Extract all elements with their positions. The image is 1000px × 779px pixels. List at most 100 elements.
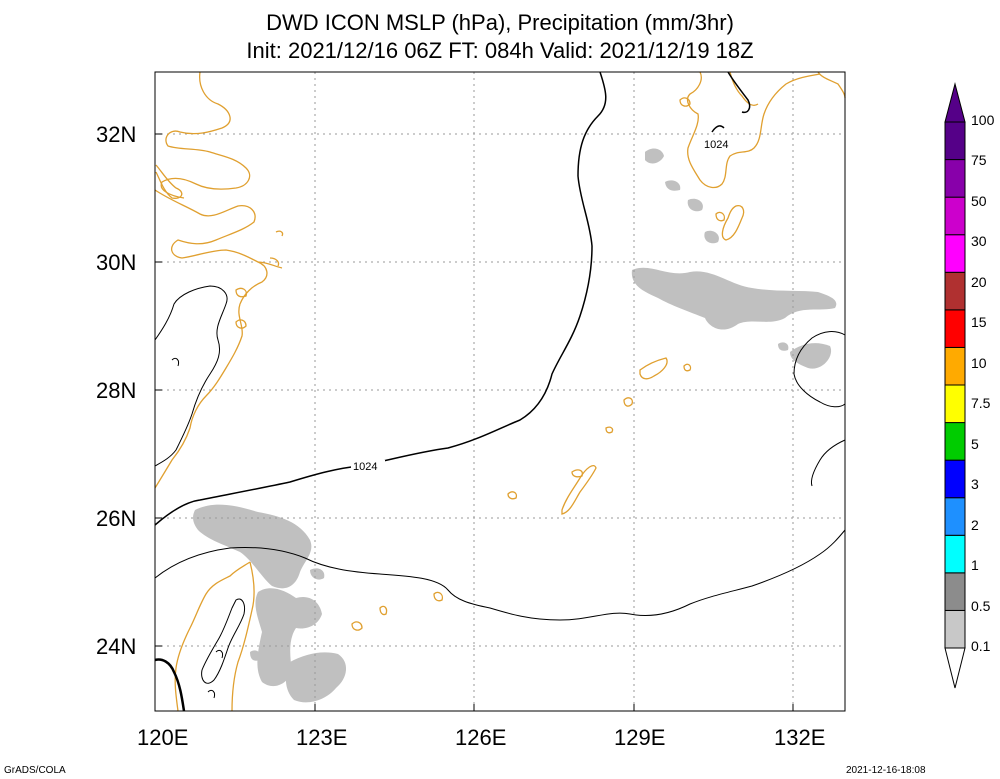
isobar-taiwan-small	[215, 649, 223, 659]
colorbar-label-10: 10	[971, 355, 987, 371]
colorbar-label-50: 50	[971, 193, 987, 209]
colorbar-segment-10	[944, 346, 966, 386]
isobar-west-loop-2	[171, 357, 179, 367]
footer-software-credit: GrADS/COLA	[4, 765, 66, 776]
isobar-taiwan-loop	[201, 598, 245, 684]
isobar-1024-north-tip	[711, 125, 725, 133]
coast-ryukyu-10	[683, 363, 692, 372]
colorbar-bottom-arrow	[944, 647, 966, 689]
precip-area-taiwan-central	[255, 588, 322, 687]
precip-area-northeast-1	[645, 148, 664, 164]
precip-area-taiwan-north	[193, 504, 312, 589]
footer-timestamp: 2021-12-16-18:08	[846, 765, 926, 776]
precip-shading	[193, 148, 837, 703]
coast-china-isle-2	[235, 319, 247, 329]
colorbar-segment-7-5	[944, 384, 966, 424]
colorbar-label-20: 20	[971, 274, 987, 290]
colorbar-label-0-5: 0.5	[971, 598, 991, 614]
colorbar-segments	[944, 121, 966, 649]
colorbar-label-2: 2	[971, 517, 979, 533]
colorbar-segment-100	[944, 121, 966, 161]
precip-area-east-sea-band	[631, 267, 837, 330]
colorbar-top-arrow	[944, 82, 966, 123]
x-axis-labels: 120E 123E 126E 129E 132E	[137, 725, 825, 750]
colorbar-label-1: 1	[971, 557, 979, 573]
coast-kyushu-isle-2	[715, 211, 726, 222]
colorbar-label-75: 75	[971, 152, 987, 168]
colorbar-label-7-5: 7.5	[971, 395, 991, 411]
precip-area-northeast-3	[687, 198, 703, 212]
gridlines	[155, 72, 845, 711]
isobar-1024-northeast	[727, 71, 751, 114]
tick-marks	[154, 133, 794, 711]
precip-area-northeast-2	[665, 180, 681, 191]
coast-china-isle-1	[235, 287, 248, 298]
coast-ryukyu-1	[639, 357, 668, 380]
precip-area-west-small	[250, 650, 261, 661]
y-tick-label-32n: 32N	[96, 122, 136, 147]
y-axis-labels: 24N 26N 28N 30N 32N	[96, 122, 136, 659]
colorbar-label-3: 3	[971, 476, 979, 492]
colorbar-segment-5	[944, 422, 966, 461]
isobar-east-loop-2	[811, 439, 846, 487]
coast-ryukyu-8	[351, 621, 363, 631]
y-tick-label-28n: 28N	[96, 378, 136, 403]
isobar-west-loop	[154, 285, 228, 467]
precip-area-taiwan-south	[285, 652, 347, 703]
colorbar-segment-1	[944, 534, 966, 574]
colorbar-labels: 0.1 0.5 1 2 3 5 7.5 10 15 20 30 50 75 10…	[971, 112, 995, 654]
x-tick-label-120e: 120E	[137, 725, 188, 750]
colorbar-segment-0-1	[944, 609, 966, 649]
coast-taiwan	[174, 561, 255, 712]
y-tick-label-26n: 26N	[96, 506, 136, 531]
coast-ryukyu-3	[605, 426, 614, 434]
isobar-1024-main	[154, 71, 607, 526]
isobars	[154, 71, 846, 712]
coast-ryukyu-9	[379, 605, 388, 616]
coast-china-north	[160, 71, 251, 199]
colorbar-segment-75	[944, 159, 966, 198]
colorbar-segment-30	[944, 234, 966, 273]
colorbar-segment-15	[944, 309, 966, 348]
isobar-southwest-thick	[154, 658, 186, 712]
x-tick-label-123e: 123E	[296, 725, 347, 750]
colorbar-segment-0-5	[944, 572, 966, 611]
colorbar-label-30: 30	[971, 233, 987, 249]
colorbar-segment-50	[944, 196, 966, 236]
coast-china-mid	[154, 189, 268, 305]
precip-area-east-edge	[790, 343, 832, 369]
precip-area-central-strip	[310, 568, 325, 580]
contour-label-bg-a	[351, 460, 385, 472]
colorbar-label-100: 100	[971, 112, 995, 128]
coast-kyushu-isle	[721, 204, 745, 241]
y-tick-label-30n: 30N	[96, 250, 136, 275]
colorbar: 0.1 0.5 1 2 3 5 7.5 10 15 20 30 50 75 10…	[944, 82, 995, 689]
coast-ryukyu-6	[507, 491, 518, 500]
colorbar-label-0-1: 0.1	[971, 638, 991, 654]
contour-label-1024-a: 1024	[353, 461, 377, 473]
coast-china-bay	[155, 164, 183, 199]
map-title-line-2: Init: 2021/12/16 06Z FT: 084h Valid: 202…	[246, 38, 753, 63]
coast-ryukyu-2	[623, 397, 634, 407]
coast-china-south-1	[154, 303, 243, 489]
colorbar-segment-3	[944, 459, 966, 499]
isobar-east-loop	[793, 331, 846, 408]
colorbar-label-15: 15	[971, 314, 987, 330]
coast-shikoku	[817, 71, 846, 99]
colorbar-label-5: 5	[971, 436, 979, 452]
isobar-taiwan-small-2	[207, 689, 215, 699]
map-title-line-1: DWD ICON MSLP (hPa), Precipitation (mm/3…	[266, 10, 734, 35]
precip-area-east-small	[778, 342, 789, 351]
map-panel: 1024 1024	[154, 71, 846, 712]
map-frame	[154, 71, 846, 712]
x-tick-label-132e: 132E	[774, 725, 825, 750]
x-tick-label-126e: 126E	[455, 725, 506, 750]
coast-ryukyu-5	[571, 469, 584, 478]
coast-ryukyu-4	[561, 464, 597, 515]
precip-area-northeast-4	[704, 230, 719, 244]
coast-china-south-2	[257, 230, 284, 269]
isobar-south-thin	[154, 529, 846, 621]
contour-label-bg-b	[702, 138, 736, 150]
colorbar-segment-2	[944, 497, 966, 536]
